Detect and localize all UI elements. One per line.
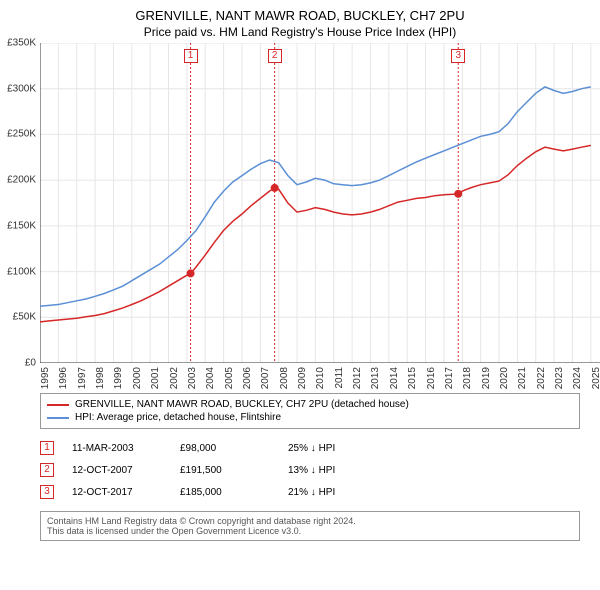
x-tick-label: 2004 (205, 367, 216, 389)
chart-svg (40, 43, 600, 363)
y-tick-label: £50K (13, 312, 36, 323)
event-row: 1 11-MAR-2003 £98,000 25% ↓ HPI (40, 437, 580, 459)
event-num: 1 (40, 441, 54, 455)
x-tick-label: 2023 (554, 367, 565, 389)
chart-container: GRENVILLE, NANT MAWR ROAD, BUCKLEY, CH7 … (0, 0, 600, 541)
x-tick-label: 2006 (242, 367, 253, 389)
y-tick-label: £200K (7, 175, 36, 186)
title-sub: Price paid vs. HM Land Registry's House … (0, 25, 600, 39)
x-tick-label: 1998 (95, 367, 106, 389)
legend-row: HPI: Average price, detached house, Flin… (47, 411, 573, 424)
y-tick-label: £100K (7, 266, 36, 277)
event-num: 2 (40, 463, 54, 477)
x-tick-label: 2021 (517, 367, 528, 389)
event-diff: 25% ↓ HPI (288, 443, 378, 454)
legend-row: GRENVILLE, NANT MAWR ROAD, BUCKLEY, CH7 … (47, 398, 573, 411)
x-tick-label: 2007 (260, 367, 271, 389)
x-tick-label: 2016 (426, 367, 437, 389)
legend-box: GRENVILLE, NANT MAWR ROAD, BUCKLEY, CH7 … (40, 393, 580, 429)
event-marker-3: 3 (451, 49, 465, 63)
x-tick-label: 2014 (389, 367, 400, 389)
x-tick-label: 2018 (462, 367, 473, 389)
event-price: £185,000 (180, 487, 270, 498)
x-tick-label: 2008 (279, 367, 290, 389)
event-marker-1: 1 (184, 49, 198, 63)
event-row: 2 12-OCT-2007 £191,500 13% ↓ HPI (40, 459, 580, 481)
legend-label: HPI: Average price, detached house, Flin… (75, 412, 281, 423)
event-price: £98,000 (180, 443, 270, 454)
legend-label: GRENVILLE, NANT MAWR ROAD, BUCKLEY, CH7 … (75, 399, 409, 410)
title-block: GRENVILLE, NANT MAWR ROAD, BUCKLEY, CH7 … (0, 0, 600, 43)
event-date: 12-OCT-2017 (72, 487, 162, 498)
y-tick-label: £150K (7, 220, 36, 231)
event-diff: 13% ↓ HPI (288, 465, 378, 476)
x-tick-label: 2011 (334, 367, 345, 389)
event-marker-2: 2 (268, 49, 282, 63)
legend-swatch (47, 417, 69, 419)
footer-line2: This data is licensed under the Open Gov… (47, 526, 573, 536)
x-tick-label: 2022 (536, 367, 547, 389)
y-tick-label: £350K (7, 38, 36, 49)
x-tick-label: 2024 (572, 367, 583, 389)
x-tick-label: 2010 (315, 367, 326, 389)
x-tick-label: 1997 (77, 367, 88, 389)
x-tick-label: 2009 (297, 367, 308, 389)
event-diff: 21% ↓ HPI (288, 487, 378, 498)
event-date: 11-MAR-2003 (72, 443, 162, 454)
x-tick-label: 2019 (481, 367, 492, 389)
title-main: GRENVILLE, NANT MAWR ROAD, BUCKLEY, CH7 … (0, 8, 600, 23)
event-price: £191,500 (180, 465, 270, 476)
x-tick-label: 2002 (169, 367, 180, 389)
plot-area: £0£50K£100K£150K£200K£250K£300K£350K1995… (40, 43, 600, 363)
x-tick-label: 2017 (444, 367, 455, 389)
event-date: 12-OCT-2007 (72, 465, 162, 476)
x-tick-label: 2025 (591, 367, 600, 389)
footer-line1: Contains HM Land Registry data © Crown c… (47, 516, 573, 526)
x-tick-label: 2005 (224, 367, 235, 389)
x-tick-label: 2012 (352, 367, 363, 389)
x-tick-label: 2003 (187, 367, 198, 389)
footer-box: Contains HM Land Registry data © Crown c… (40, 511, 580, 541)
x-tick-label: 1996 (58, 367, 69, 389)
legend-swatch (47, 404, 69, 406)
x-tick-label: 2015 (407, 367, 418, 389)
y-tick-label: £250K (7, 129, 36, 140)
x-tick-label: 1995 (40, 367, 51, 389)
events-table: 1 11-MAR-2003 £98,000 25% ↓ HPI 2 12-OCT-2007… (40, 437, 580, 503)
x-tick-label: 2000 (132, 367, 143, 389)
x-tick-label: 1999 (113, 367, 124, 389)
x-tick-label: 2020 (499, 367, 510, 389)
event-row: 3 12-OCT-2017 £185,000 21% ↓ HPI (40, 481, 580, 503)
y-tick-label: £0 (25, 358, 36, 369)
event-num: 3 (40, 485, 54, 499)
x-tick-label: 2013 (370, 367, 381, 389)
x-tick-label: 2001 (150, 367, 161, 389)
y-tick-label: £300K (7, 83, 36, 94)
